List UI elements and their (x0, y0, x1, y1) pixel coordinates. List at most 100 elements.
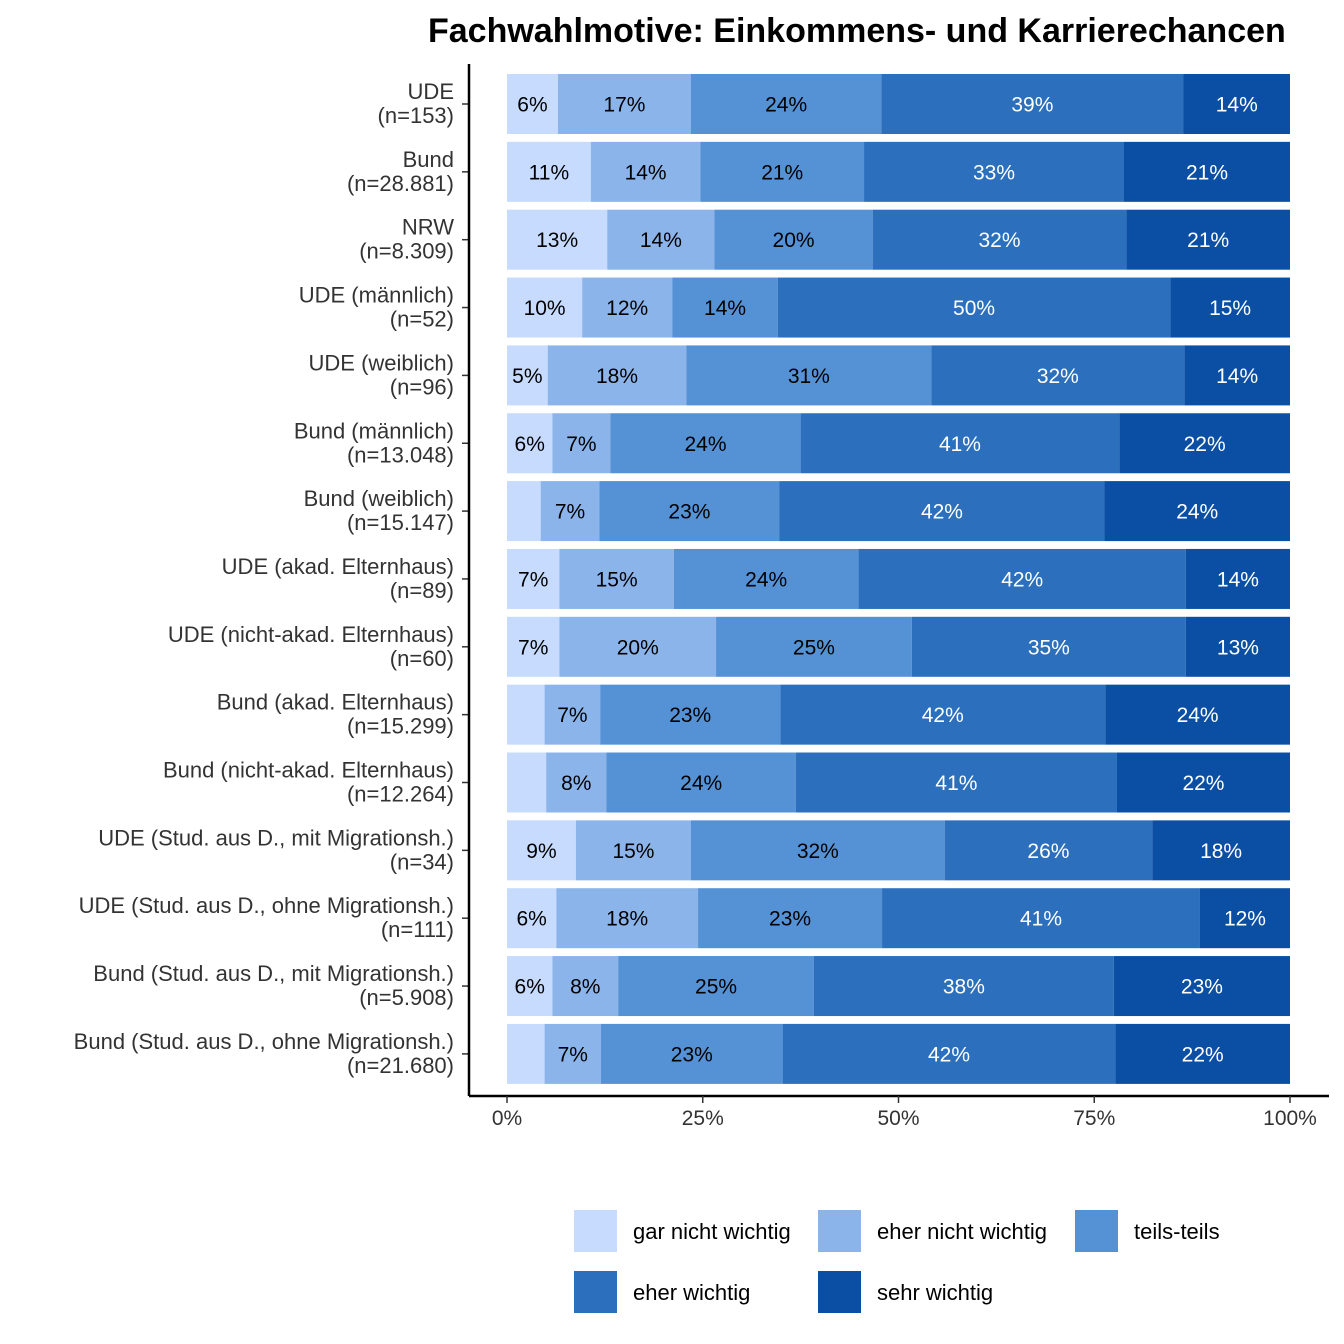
bar-segment (714, 209, 873, 270)
legend-label: gar nicht wichtig (633, 1219, 791, 1244)
bar-segment (858, 548, 1186, 609)
data-label: 41% (939, 433, 981, 456)
legend-swatch (1075, 1210, 1118, 1252)
data-label: 31% (788, 365, 830, 388)
bar-row: 7% 23% 42% 24% (507, 684, 1290, 745)
bar-segment (552, 956, 619, 1017)
data-label: 18% (606, 908, 648, 931)
x-tick-label: 100% (1263, 1107, 1317, 1130)
bar-segment (1199, 888, 1290, 949)
bar-segment (557, 74, 692, 134)
bar-segment (691, 820, 945, 881)
data-label: 10% (524, 297, 566, 320)
data-label: 50% (953, 297, 995, 320)
bar-segment (881, 74, 1184, 134)
bar-segment (1126, 209, 1290, 270)
bar-segment (1104, 481, 1290, 542)
data-label: 13% (536, 229, 578, 252)
legend-item: gar nicht wichtig (574, 1210, 791, 1252)
legend-item: eher nicht wichtig (818, 1210, 1047, 1252)
y-tick-label: NRW (n=8.309) (359, 215, 454, 264)
bar-row: 5% 18% 31% 32% 14% (507, 345, 1290, 406)
bar-segment (600, 684, 781, 745)
data-label: 26% (1027, 840, 1069, 863)
data-label: 22% (1184, 433, 1226, 456)
data-label: 42% (1001, 568, 1043, 591)
data-label: 5% (512, 365, 542, 388)
y-tick-label: UDE (männlich) (n=52) (299, 283, 454, 332)
data-label: 12% (606, 297, 648, 320)
bar-segment (547, 345, 687, 406)
bar-segment (507, 209, 608, 270)
bar-segment (552, 413, 611, 474)
bar-segment (1116, 752, 1290, 813)
y-tick-label: Bund (Stud. aus D., ohne Migrationsh.) (n… (74, 1029, 454, 1078)
bar-segment (582, 277, 673, 338)
data-label: 6% (515, 433, 545, 456)
data-label: 7% (518, 568, 548, 591)
bar-segment (777, 277, 1171, 338)
data-label: 15% (612, 840, 654, 863)
legend: gar nicht wichtig eher nicht wichtig teils… (574, 1210, 1220, 1313)
y-axis-labels: UDE (n=153) Bund (n=28.881) NRW (n=8.309) UDE … (74, 79, 455, 1078)
y-tick-label: UDE (akad. Elternhaus) (n=89) (222, 554, 454, 603)
data-label: 21% (761, 161, 803, 184)
axes-layer: 0% 25% 50% 75% 100% (462, 64, 1329, 1130)
data-label: 24% (1176, 501, 1218, 524)
bar-row: 13% 14% 20% 32% 21% (507, 209, 1290, 270)
data-label: 14% (625, 161, 667, 184)
bars-layer: 6% 17% 24% 39% 14% 11% 14% 21% 33% 21% 13% 14% 20% 32… (507, 74, 1290, 1084)
data-label: 14% (704, 297, 746, 320)
y-tick-label: UDE (Stud. aus D., mit Migrationsh.) (n=3… (98, 825, 454, 874)
bar-segment (507, 481, 541, 542)
y-tick-label: Bund (weiblich) (n=15.147) (304, 486, 454, 535)
bar-segment (507, 74, 558, 134)
legend-swatch (818, 1271, 861, 1313)
legend-item: teils-teils (1075, 1210, 1220, 1252)
bar-row: 7% 23% 42% 22% (507, 1023, 1290, 1084)
bar-segment (779, 481, 1105, 542)
bar-segment (795, 752, 1117, 813)
bar-segment (556, 888, 699, 949)
data-label: 15% (596, 568, 638, 591)
x-tick-label: 0% (492, 1107, 522, 1130)
bar-row: 6% 7% 24% 41% 22% (507, 413, 1290, 474)
data-label: 20% (773, 229, 815, 252)
data-label: 39% (1011, 94, 1053, 117)
bar-segment (507, 684, 545, 745)
data-label: 7% (555, 501, 585, 524)
data-label: 7% (518, 636, 548, 659)
bar-segment (559, 548, 674, 609)
bar-segment (864, 141, 1125, 202)
data-label: 42% (922, 704, 964, 727)
legend-swatch (818, 1210, 861, 1252)
bar-segment (610, 413, 801, 474)
data-label: 24% (684, 433, 726, 456)
data-label: 41% (1020, 908, 1062, 931)
bar-segment (599, 481, 780, 542)
data-label: 14% (1217, 568, 1259, 591)
bar-segment (618, 956, 814, 1017)
y-tick-label: Bund (Stud. aus D., mit Migrationsh.) (n=… (93, 961, 454, 1010)
data-label: 21% (1186, 161, 1228, 184)
y-tick-label: Bund (nicht-akad. Elternhaus) (n=12.264) (163, 758, 454, 807)
data-label: 42% (928, 1043, 970, 1066)
data-label: 24% (745, 568, 787, 591)
bar-segment (872, 209, 1127, 270)
bar-segment (507, 141, 591, 202)
data-label: 32% (797, 840, 839, 863)
bar-segment (507, 1023, 545, 1084)
data-label: 11% (529, 161, 569, 184)
legend-label: eher wichtig (633, 1280, 750, 1305)
y-tick-label: UDE (nicht-akad. Elternhaus) (n=60) (168, 622, 454, 671)
data-label: 7% (557, 704, 587, 727)
data-label: 41% (935, 772, 977, 795)
bar-segment (813, 956, 1114, 1017)
data-label: 24% (1177, 704, 1219, 727)
bar-segment (507, 277, 583, 338)
bar-segment (911, 616, 1186, 677)
bar-row: 7% 20% 25% 35% 13% (507, 616, 1290, 677)
data-label: 18% (596, 365, 638, 388)
data-label: 42% (921, 501, 963, 524)
